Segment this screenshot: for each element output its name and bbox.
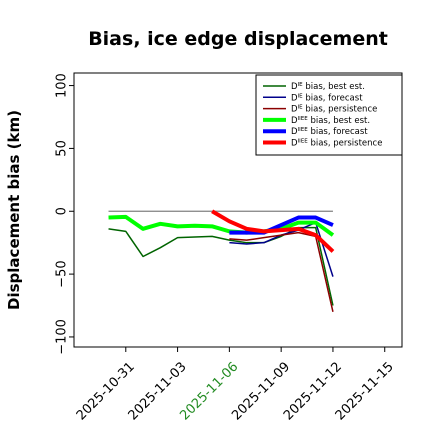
- y-axis-label: Displacement bias (km): [5, 110, 23, 310]
- legend-label: DIE bias, persistence: [291, 105, 377, 115]
- y-tick-label: 100: [55, 73, 70, 98]
- series-line-4: [108, 214, 335, 237]
- y-tick-label: −100: [55, 319, 70, 355]
- legend-label: DIE bias, forecast: [291, 93, 363, 103]
- legend-label: DIE bias, best est.: [291, 82, 365, 92]
- legend-label: DIIEE bias, forecast: [291, 127, 368, 137]
- chart-title: Bias, ice edge displacement: [88, 28, 388, 50]
- series-line-6: [211, 209, 335, 253]
- plot-frame: [73, 72, 403, 348]
- legend: DIE bias, best est.DIE bias, forecast DIE…: [255, 74, 403, 156]
- y-tick-label: −50: [55, 260, 70, 287]
- y-tick-label: 50: [55, 140, 70, 157]
- legend-label: DIIEE bias, best est.: [291, 116, 370, 126]
- legend-label: DIIEE bias, persistence: [291, 139, 382, 149]
- series-line-5: [229, 215, 334, 235]
- series-lines: [108, 209, 335, 312]
- y-tick-label: 0: [55, 207, 70, 215]
